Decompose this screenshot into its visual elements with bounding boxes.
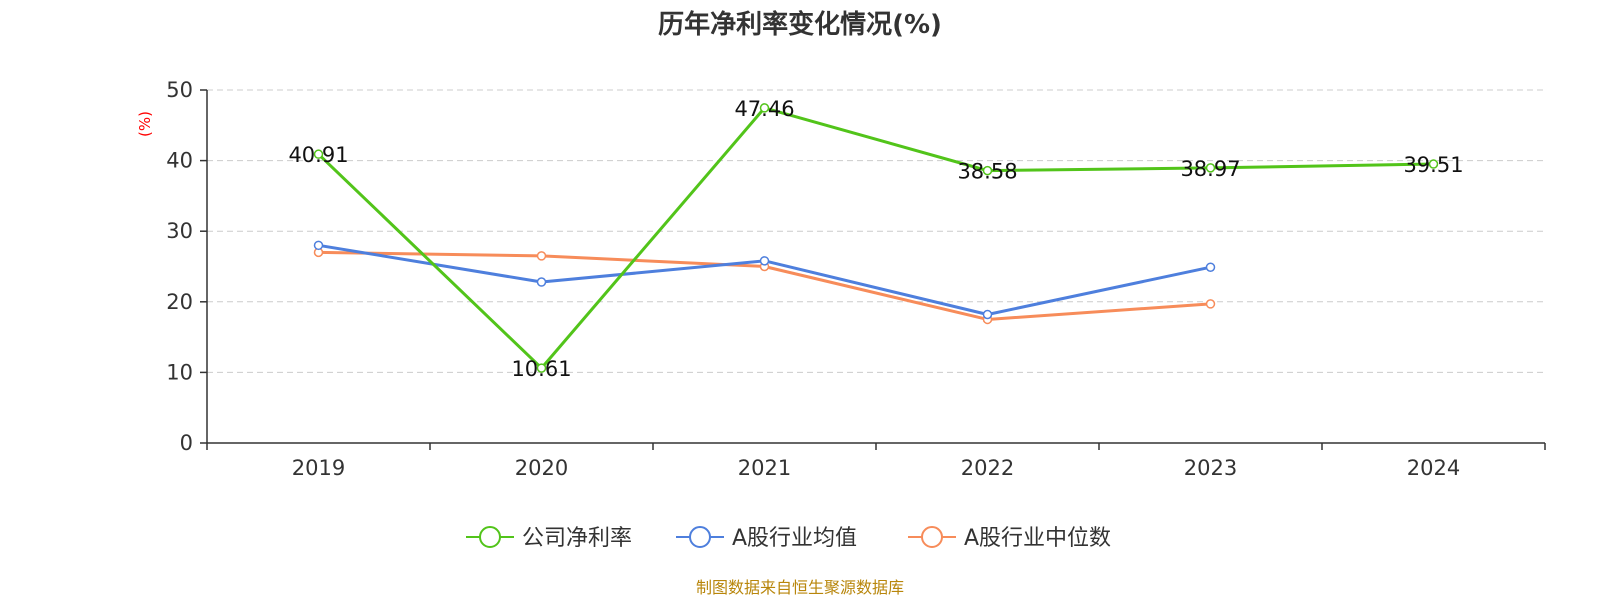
data-label: 38.97 — [1180, 157, 1240, 181]
data-point — [759, 256, 770, 266]
data-point — [1205, 163, 1216, 173]
data-point — [313, 240, 324, 251]
data-point — [982, 165, 993, 176]
data-label: 10.61 — [511, 357, 571, 381]
data-label: 40.91 — [288, 143, 348, 167]
y-tick-label: 30 — [166, 219, 193, 243]
source-note: 制图数据来自恒生聚源数据库 — [696, 578, 904, 597]
y-tick-label: 10 — [166, 360, 193, 384]
legend-marker-icon — [479, 526, 501, 548]
axes: 0 10 20 30 40 50 2019 2020 2021 2022 2023 2024 — [166, 78, 1546, 480]
legend-label: A股行业均值 — [732, 526, 857, 551]
chart-title: 历年净利率变化情况(%) — [658, 9, 942, 40]
legend-marker-icon — [921, 526, 943, 548]
y-tick-label: 50 — [166, 78, 193, 102]
data-point — [536, 251, 547, 261]
data-label: 39.51 — [1403, 153, 1463, 177]
data-labels: 40.91 10.61 47.46 38.58 38.97 39.51 — [288, 97, 1463, 381]
series-layer — [313, 103, 1439, 373]
data-point — [536, 277, 547, 287]
y-tick-label: 40 — [166, 149, 193, 173]
data-label: 38.58 — [957, 160, 1017, 184]
data-point — [1205, 262, 1216, 272]
data-label: 47.46 — [734, 97, 794, 121]
legend-label: 公司净利率 — [522, 526, 632, 551]
data-point — [1205, 299, 1216, 309]
series-line — [317, 106, 1434, 370]
y-axis-label: (%) — [136, 111, 154, 137]
x-tick-label: 2023 — [1184, 456, 1237, 480]
data-point — [982, 309, 993, 320]
data-point — [1428, 159, 1439, 169]
legend: 公司净利率 A股行业均值 A股行业中位数 — [466, 526, 1111, 551]
y-tick-label: 20 — [166, 290, 193, 314]
legend-marker-icon — [689, 526, 711, 548]
y-tick-label: 0 — [180, 431, 193, 455]
data-point — [536, 363, 547, 373]
x-tick-label: 2020 — [515, 456, 568, 480]
grid-lines — [207, 89, 1545, 373]
legend-label: A股行业中位数 — [964, 526, 1111, 551]
data-point — [759, 103, 770, 113]
x-tick-label: 2019 — [292, 456, 345, 480]
x-tick-label: 2022 — [961, 456, 1014, 480]
x-tick-label: 2021 — [738, 456, 791, 480]
data-point — [313, 149, 324, 159]
x-tick-label: 2024 — [1407, 456, 1460, 480]
